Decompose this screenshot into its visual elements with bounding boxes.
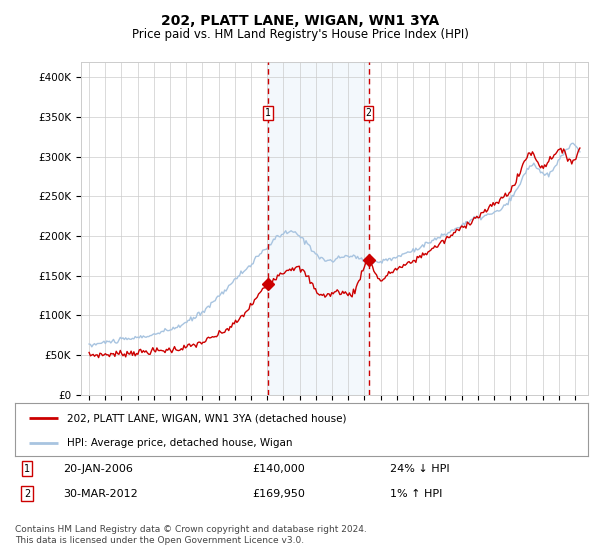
Text: 202, PLATT LANE, WIGAN, WN1 3YA: 202, PLATT LANE, WIGAN, WN1 3YA xyxy=(161,14,439,28)
Text: HPI: Average price, detached house, Wigan: HPI: Average price, detached house, Wiga… xyxy=(67,438,292,448)
Text: 20-JAN-2006: 20-JAN-2006 xyxy=(63,464,133,474)
Text: 2: 2 xyxy=(365,108,371,118)
Text: 24% ↓ HPI: 24% ↓ HPI xyxy=(390,464,449,474)
Text: Price paid vs. HM Land Registry's House Price Index (HPI): Price paid vs. HM Land Registry's House … xyxy=(131,28,469,41)
Text: £169,950: £169,950 xyxy=(252,489,305,499)
Text: 2: 2 xyxy=(24,489,30,499)
Text: 1: 1 xyxy=(265,108,271,118)
Text: 1% ↑ HPI: 1% ↑ HPI xyxy=(390,489,442,499)
Text: 30-MAR-2012: 30-MAR-2012 xyxy=(63,489,138,499)
Bar xyxy=(268,62,368,395)
Text: £140,000: £140,000 xyxy=(252,464,305,474)
Text: 1: 1 xyxy=(24,464,30,474)
Text: Contains HM Land Registry data © Crown copyright and database right 2024.
This d: Contains HM Land Registry data © Crown c… xyxy=(15,525,367,545)
Text: 202, PLATT LANE, WIGAN, WN1 3YA (detached house): 202, PLATT LANE, WIGAN, WN1 3YA (detache… xyxy=(67,413,346,423)
